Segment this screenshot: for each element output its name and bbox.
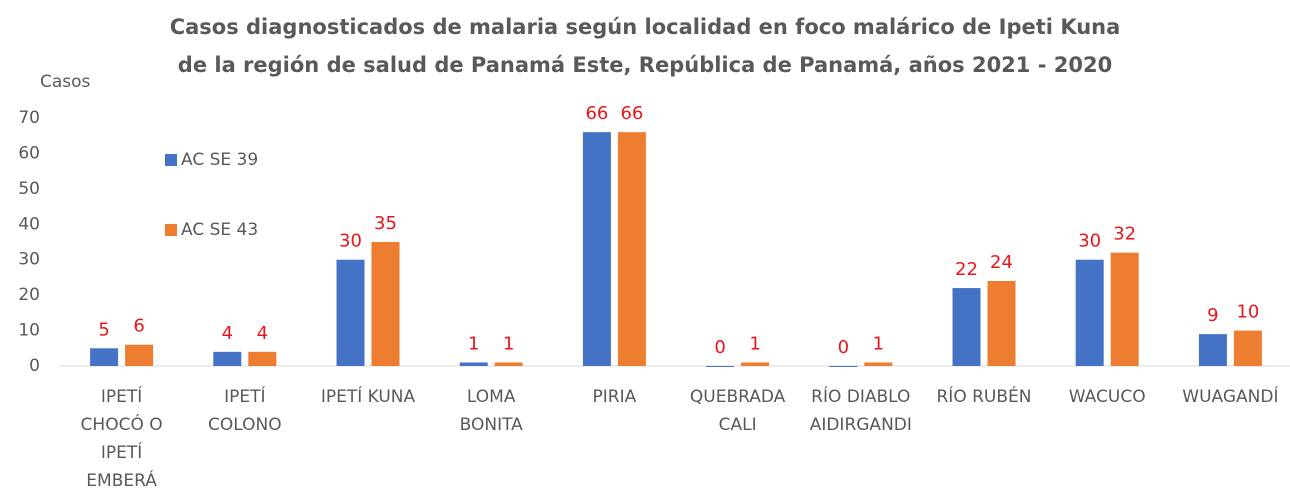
bar — [829, 366, 858, 367]
value-label: 4 — [257, 323, 268, 344]
y-tick-label: 30 — [18, 250, 40, 270]
value-label: 32 — [1113, 224, 1136, 245]
value-label: 66 — [585, 103, 608, 124]
legend-label: AC SE 39 — [181, 150, 258, 170]
y-tick-label: 20 — [18, 285, 40, 305]
legend-swatch — [165, 154, 177, 166]
x-tick-label: RÍO DIABLO AIDIRGANDI — [810, 385, 912, 435]
bar — [371, 242, 400, 366]
bar — [1233, 330, 1262, 366]
bar — [617, 132, 646, 366]
bar — [987, 280, 1016, 366]
value-label: 5 — [98, 319, 109, 340]
y-axis-label: Casos — [40, 72, 91, 92]
x-tick-label: QUEBRADA CALI — [690, 387, 786, 435]
x-tick-label: IPETÍ CHOCÓ O IPETÍ EMBERÁ — [81, 385, 163, 491]
x-tick-label: WUAGANDÍ — [1182, 385, 1278, 407]
y-tick-label: 0 — [29, 356, 40, 376]
value-label: 9 — [1207, 305, 1218, 326]
bar — [741, 362, 770, 366]
legend-label: AC SE 43 — [181, 220, 258, 240]
bar — [1198, 334, 1227, 366]
value-label: 0 — [714, 337, 725, 358]
bar — [125, 344, 154, 366]
x-tick-label: IPETÍ KUNA — [321, 385, 416, 407]
x-tick-label: WACUCO — [1069, 387, 1146, 407]
value-label: 6 — [133, 316, 144, 337]
bar — [494, 362, 523, 366]
bar — [1110, 252, 1139, 366]
value-label: 35 — [374, 213, 397, 234]
x-tick-label: IPETÍ COLONO — [208, 385, 282, 435]
bar — [706, 366, 735, 367]
value-label: 0 — [838, 337, 849, 358]
value-label: 30 — [339, 231, 362, 252]
value-label: 30 — [1078, 231, 1101, 252]
value-label: 10 — [1236, 302, 1259, 323]
bar — [864, 362, 893, 366]
value-label: 22 — [955, 259, 978, 280]
bar — [1075, 259, 1104, 366]
y-tick-label: 60 — [18, 143, 40, 163]
bar — [248, 351, 277, 366]
bar — [459, 362, 488, 366]
chart-title: Casos diagnosticados de malaria según lo… — [170, 15, 1121, 39]
value-label: 1 — [468, 333, 479, 354]
value-label: 1 — [873, 333, 884, 354]
y-tick-label: 40 — [18, 214, 40, 234]
x-tick-label: PIRIA — [593, 387, 637, 407]
value-label: 1 — [503, 333, 514, 354]
bar — [582, 132, 611, 366]
x-tick-label: RÍO RUBÉN — [937, 385, 1032, 407]
y-tick-label: 50 — [18, 179, 40, 199]
value-label: 24 — [990, 252, 1013, 273]
value-label: 66 — [620, 103, 643, 124]
bar — [213, 351, 242, 366]
legend-swatch — [165, 224, 177, 236]
value-label: 4 — [222, 323, 233, 344]
y-tick-label: 70 — [18, 108, 40, 128]
value-label: 1 — [749, 333, 760, 354]
x-tick-label: LOMA BONITA — [460, 387, 524, 435]
chart-subtitle: de la región de salud de Panamá Este, Re… — [178, 53, 1112, 77]
bar — [952, 288, 981, 366]
bar — [90, 348, 119, 366]
bar — [336, 259, 365, 366]
y-tick-label: 10 — [18, 321, 40, 341]
